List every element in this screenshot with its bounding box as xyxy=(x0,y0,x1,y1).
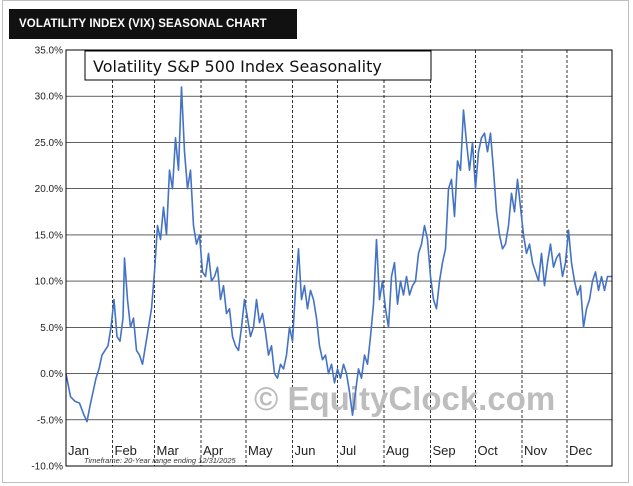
y-tick-label: -5.0% xyxy=(37,415,63,426)
x-tick-label: Dec xyxy=(569,443,593,458)
y-tick-label: 20.0% xyxy=(35,184,63,195)
grid-layer xyxy=(66,50,612,466)
x-tick-label: Oct xyxy=(478,443,499,458)
x-tick-label: May xyxy=(248,443,273,458)
footnote: Timeframe: 20-Year range ending 12/31/20… xyxy=(84,456,237,465)
series-line xyxy=(65,86,612,423)
x-tick-label: Nov xyxy=(524,443,548,458)
watermark: © EquityClock.com xyxy=(254,380,555,417)
x-tick-label: Mar xyxy=(157,443,180,458)
y-tick-label: 15.0% xyxy=(35,230,63,241)
y-tick-label: -10.0% xyxy=(31,462,63,473)
y-tick-label: 25.0% xyxy=(35,138,63,149)
chart-title-box xyxy=(84,50,432,81)
chart-title: Volatility S&P 500 Index Seasonality xyxy=(93,57,382,76)
x-tick-label: Sep xyxy=(433,443,456,458)
x-tick-label: Aug xyxy=(386,443,409,458)
x-tick-label: Jan xyxy=(68,443,89,458)
chart-title-group: Volatility S&P 500 Index Seasonality xyxy=(84,50,432,81)
x-tick-label: Feb xyxy=(115,443,137,458)
y-tick-label: 0.0% xyxy=(40,369,63,380)
chart-header: VOLATILITY INDEX (VIX) SEASONAL CHART xyxy=(9,9,297,39)
y-tick-label: 35.0% xyxy=(35,46,63,57)
plot-border xyxy=(65,49,613,467)
y-tick-label: 30.0% xyxy=(35,92,63,103)
y-tick-label: 5.0% xyxy=(40,323,63,334)
x-tick-label: Jun xyxy=(295,443,316,458)
watermark-layer: © EquityClock.com xyxy=(254,380,555,417)
y-tick-label: 10.0% xyxy=(35,277,63,288)
axis-layer: -10.0% -5.0% 0.0% 5.0% 10.0% 15.0% 20.0% 25.0% 3… xyxy=(31,46,613,473)
x-tick-label: Apr xyxy=(203,443,224,458)
line-layer xyxy=(65,86,612,423)
x-tick-label: Jul xyxy=(340,443,357,458)
